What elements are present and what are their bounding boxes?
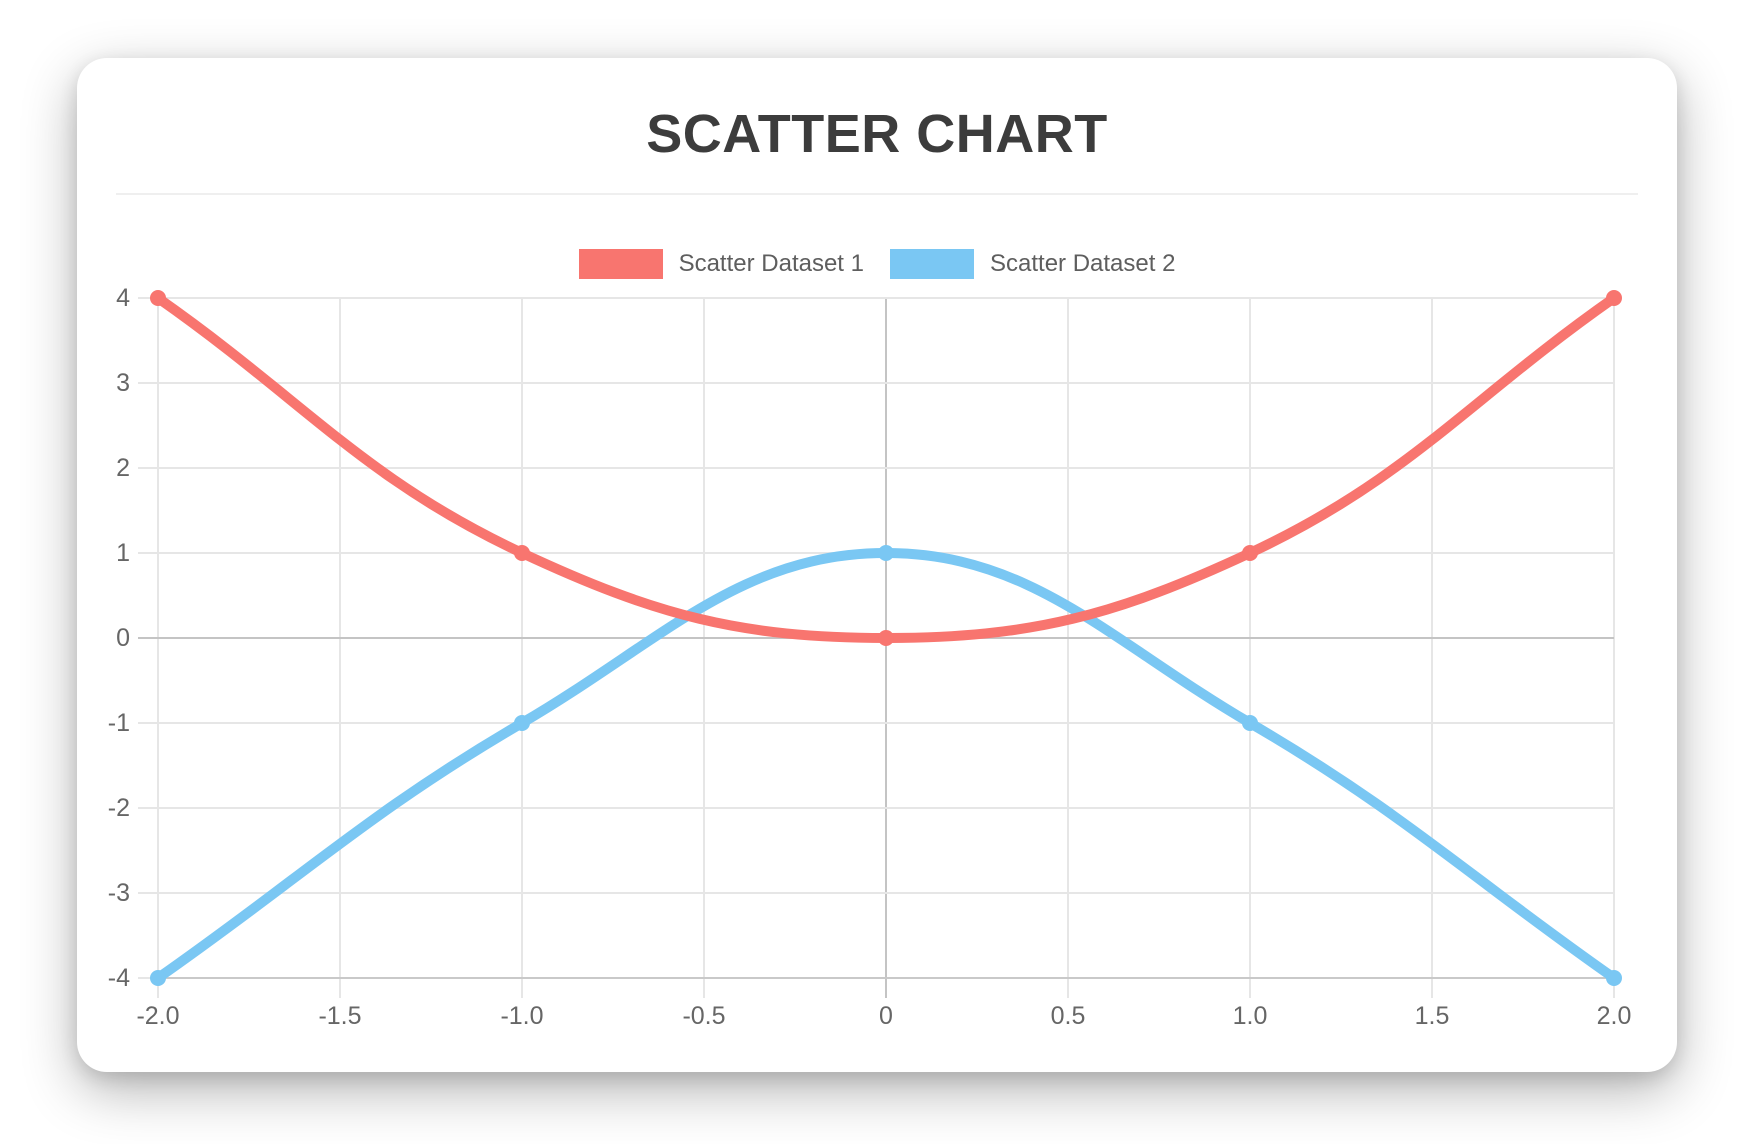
data-point bbox=[1606, 290, 1622, 306]
data-point bbox=[514, 545, 530, 561]
legend-swatch-dataset-2-icon bbox=[890, 248, 974, 279]
data-point bbox=[1242, 715, 1258, 731]
y-tick-label: -4 bbox=[108, 964, 130, 992]
y-tick-label: 1 bbox=[116, 539, 130, 567]
data-point bbox=[1242, 545, 1258, 561]
y-tick-label: 3 bbox=[116, 369, 130, 397]
x-tick-label: 1.5 bbox=[1415, 1002, 1450, 1030]
series-scatter-dataset-1[interactable] bbox=[150, 290, 1622, 646]
chart-card: SCATTER CHART Scatter Dataset 1 Scatter … bbox=[77, 58, 1677, 1072]
y-tick-label: -2 bbox=[108, 794, 130, 822]
legend-item-scatter-dataset-1[interactable]: Scatter Dataset 1 bbox=[578, 248, 864, 279]
y-tick-label: 0 bbox=[116, 624, 130, 652]
chart-legend: Scatter Dataset 1 Scatter Dataset 2 bbox=[77, 248, 1677, 279]
title-divider bbox=[116, 192, 1638, 195]
x-tick-label: -0.5 bbox=[682, 1002, 725, 1030]
data-point bbox=[150, 290, 166, 306]
y-tick-label: 2 bbox=[116, 454, 130, 482]
x-tick-label: -2.0 bbox=[136, 1002, 179, 1030]
series-scatter-dataset-2[interactable] bbox=[150, 545, 1622, 986]
x-tick-label: 0.5 bbox=[1051, 1002, 1086, 1030]
y-tick-label: -3 bbox=[108, 879, 130, 907]
legend-label-dataset-2: Scatter Dataset 2 bbox=[990, 249, 1176, 277]
chart-title: SCATTER CHART bbox=[646, 104, 1108, 164]
gridlines bbox=[138, 297, 1615, 998]
y-tick-label: 4 bbox=[116, 284, 130, 312]
data-point bbox=[514, 715, 530, 731]
legend-swatch-dataset-1-icon bbox=[578, 248, 663, 279]
legend-label-dataset-1: Scatter Dataset 1 bbox=[678, 249, 864, 277]
data-point bbox=[1606, 970, 1622, 986]
x-tick-label: -1.0 bbox=[500, 1002, 543, 1030]
x-tick-label: 2.0 bbox=[1597, 1002, 1632, 1030]
x-tick-label: 0 bbox=[879, 1002, 893, 1030]
axis-tick-labels: -2.0 -1.5 -1.0 -0.5 0 0.5 1.0 1.5 2.0 4 3 2 1 0 -1 -2 -3… bbox=[108, 284, 1632, 1030]
x-tick-label: -1.5 bbox=[318, 1002, 361, 1030]
legend-item-scatter-dataset-2[interactable]: Scatter Dataset 2 bbox=[890, 248, 1176, 279]
y-tick-label: -1 bbox=[108, 709, 130, 737]
data-point bbox=[878, 630, 894, 646]
x-tick-label: 1.0 bbox=[1233, 1002, 1268, 1030]
data-point bbox=[878, 545, 894, 561]
data-point bbox=[150, 970, 166, 986]
